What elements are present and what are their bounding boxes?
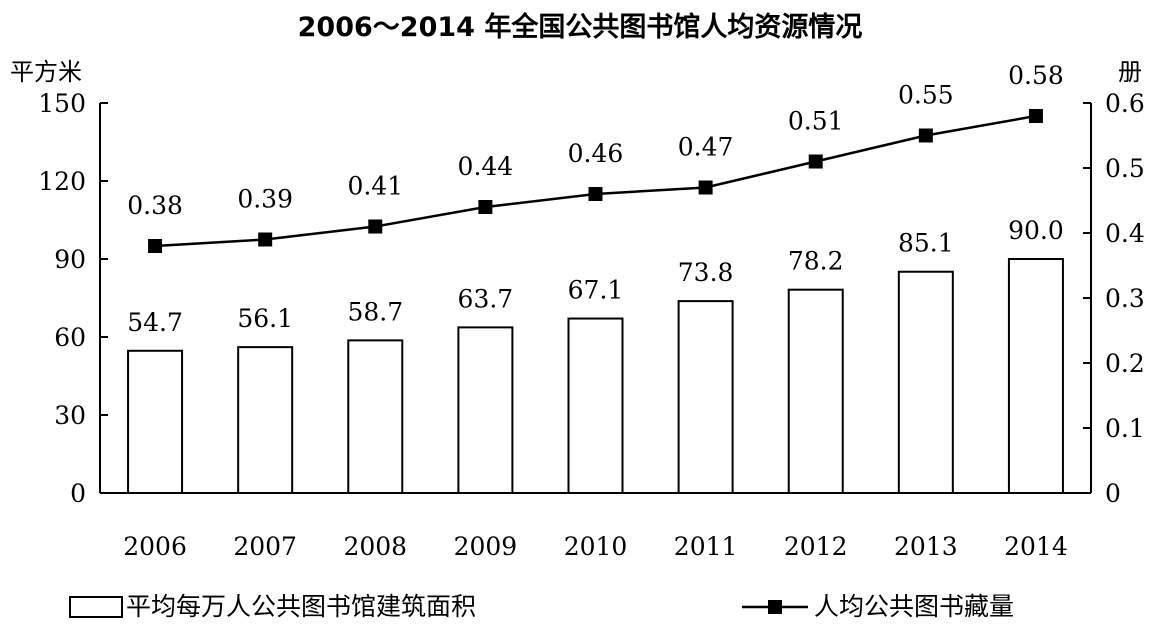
line-data-label: 0.41: [347, 172, 403, 201]
line-data-labels: 0.38 0.39 0.41 0.44 0.46 0.47 0.51 0.55 0.58: [127, 61, 1064, 220]
bar: [237, 346, 294, 495]
bar-data-label: 73.8: [678, 258, 734, 287]
x-tick-label: 2013: [894, 532, 958, 561]
line-marker: [1028, 109, 1043, 123]
line-data-label: 0.51: [788, 107, 844, 136]
left-tick-label: 120: [38, 167, 86, 196]
line-series: [148, 109, 1043, 253]
x-tick-label: 2006: [123, 532, 187, 561]
right-tick-label: 0.4: [1105, 219, 1145, 248]
line-marker: [698, 180, 713, 195]
x-axis-ticks: 2006 2007 2008 2009 2010 2011 2012 2013 2014: [123, 532, 1068, 561]
line-data-label: 0.58: [1008, 61, 1064, 90]
x-tick-label: 2010: [564, 532, 628, 561]
right-tick-label: 0: [1105, 479, 1121, 508]
line-data-label: 0.47: [678, 133, 734, 162]
x-tick-label: 2011: [674, 532, 738, 561]
legend-line-marker: [768, 600, 782, 614]
right-tick-label: 0.2: [1105, 349, 1145, 378]
right-tick-label: 0.5: [1105, 154, 1145, 183]
line-path: [154, 114, 1037, 248]
bar-data-labels: 54.7 56.1 58.7 63.7 67.1 73.8 78.2 85.1 90.0: [127, 216, 1064, 337]
bar-data-label: 67.1: [568, 276, 624, 305]
right-axis-ticks: 0 0.1 0.2 0.3 0.4 0.5 0.6: [1083, 89, 1145, 508]
bar: [567, 317, 624, 495]
left-tick-label: 150: [38, 89, 86, 118]
chart-title: 2006～2014 年全国公共图书馆人均资源情况: [298, 11, 863, 43]
left-tick-label: 30: [54, 401, 86, 430]
line-data-label: 0.38: [127, 191, 183, 220]
left-tick-label: 0: [70, 479, 86, 508]
bar: [897, 270, 954, 494]
bar-data-label: 78.2: [788, 247, 844, 276]
bar-series: [127, 258, 1064, 495]
bar-data-label: 63.7: [458, 284, 514, 313]
right-tick-label: 0.6: [1105, 89, 1145, 118]
bar: [457, 326, 514, 494]
bar: [347, 339, 404, 494]
bar-data-label: 90.0: [1008, 216, 1064, 245]
line-data-label: 0.44: [458, 152, 514, 181]
line-marker: [258, 232, 273, 247]
left-tick-label: 60: [54, 323, 86, 352]
line-data-label: 0.55: [898, 81, 954, 110]
bar: [677, 300, 734, 494]
x-tick-label: 2009: [454, 532, 518, 561]
right-tick-label: 0.3: [1105, 284, 1145, 313]
bar-data-label: 56.1: [237, 304, 293, 333]
line-marker: [588, 187, 603, 201]
bar: [1007, 258, 1064, 494]
left-tick-label: 90: [54, 245, 86, 274]
legend-bar-label: 平均每万人公共图书馆建筑面积: [126, 592, 476, 621]
line-marker: [918, 128, 933, 143]
line-marker: [148, 239, 163, 253]
line-marker: [478, 200, 493, 214]
line-marker: [368, 219, 383, 234]
line-marker: [808, 154, 823, 169]
bar: [787, 288, 844, 494]
legend-line-label: 人均公共图书藏量: [814, 592, 1014, 621]
legend-bar-swatch: [69, 596, 123, 618]
legend: 平均每万人公共图书馆建筑面积 人均公共图书藏量: [69, 592, 1014, 621]
x-tick-label: 2014: [1004, 532, 1068, 561]
left-axis-ticks: 0 30 60 90 120 150: [38, 89, 108, 508]
bar-data-label: 58.7: [347, 297, 403, 326]
line-data-label: 0.39: [237, 185, 293, 214]
bar-data-label: 85.1: [898, 229, 954, 258]
x-tick-label: 2008: [343, 532, 407, 561]
right-tick-label: 0.1: [1105, 414, 1145, 443]
x-tick-label: 2012: [784, 532, 848, 561]
right-axis-unit: 册: [1118, 58, 1142, 86]
x-tick-label: 2007: [233, 532, 297, 561]
left-axis-unit: 平方米: [10, 58, 82, 86]
line-data-label: 0.46: [568, 139, 624, 168]
bar-data-label: 54.7: [127, 308, 183, 337]
bar: [127, 349, 184, 494]
